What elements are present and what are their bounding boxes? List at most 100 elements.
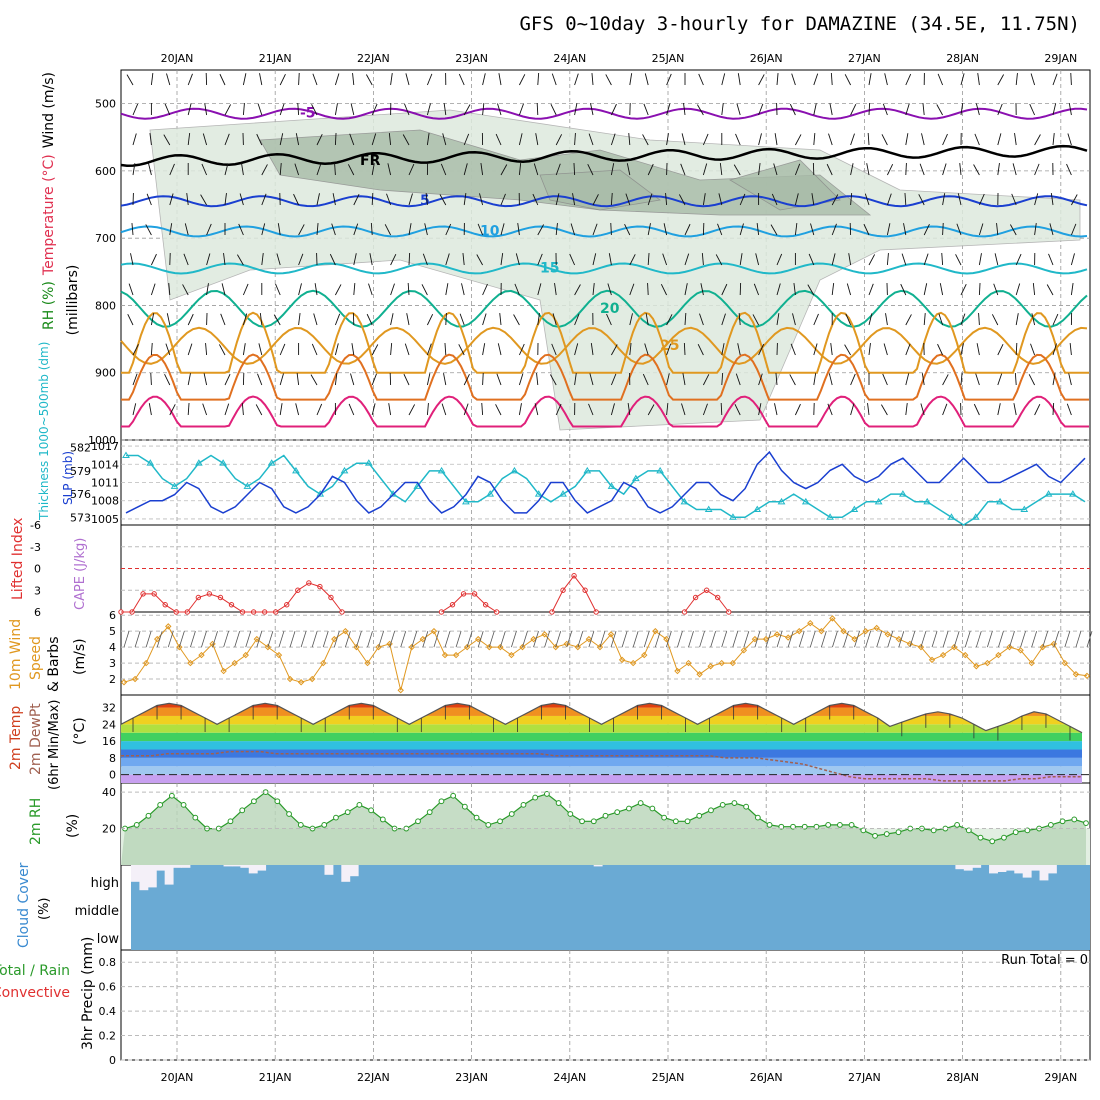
wind-barb-10m [665, 630, 672, 648]
wind-barb-10m [953, 630, 960, 648]
wind-barb [813, 133, 816, 146]
thickness-marker [801, 497, 810, 505]
wind-barb [959, 163, 962, 176]
wind-barb [644, 343, 649, 356]
wind-barb [242, 73, 247, 86]
thickness-marker [170, 482, 179, 489]
wind-barb [1015, 283, 1021, 296]
wind-speed-point [320, 659, 327, 667]
wind-barb [1009, 224, 1017, 236]
wind-barb-10m [455, 630, 462, 648]
wind-barb [371, 103, 378, 116]
wind-barb [1029, 103, 1036, 116]
precip-tick: 0 [109, 1054, 116, 1067]
wind-barb [884, 73, 888, 86]
slp-tick: 1011 [91, 477, 119, 490]
wind-barb [476, 254, 483, 266]
thickness-marker [753, 505, 762, 513]
thickness-marker [777, 497, 786, 505]
wind-speed-point [176, 643, 183, 651]
wind-barb [683, 103, 686, 116]
wind-barb [482, 283, 488, 296]
wind-barb [881, 404, 888, 416]
temp-bands [121, 703, 1082, 783]
wind-barb [242, 343, 246, 356]
wind-barb [550, 104, 557, 116]
wind-barb [1052, 73, 1058, 86]
wind-barb [733, 164, 741, 176]
wind-barb [960, 73, 965, 86]
wind-barb-10m [865, 630, 872, 648]
wind-barb [1070, 283, 1074, 296]
wind-barb [168, 283, 171, 296]
thickness-marker [219, 459, 227, 466]
wind-barb [666, 133, 669, 146]
wind-barb [662, 253, 668, 266]
wind-barb [960, 373, 963, 386]
cloud-level-label: low [97, 932, 120, 947]
wind-barb [224, 163, 229, 176]
pressure-tick: 500 [95, 98, 116, 111]
wind-barb [1070, 253, 1075, 266]
wind-barb [477, 223, 484, 236]
run-total-label: Run Total = 0 [1001, 953, 1088, 968]
rh-point [1059, 818, 1066, 825]
isotherm-line [120, 195, 1088, 208]
wind-barb [1014, 372, 1017, 386]
wind-barb-10m [300, 630, 307, 648]
wind-barb [221, 283, 226, 296]
wind-barb [498, 73, 502, 86]
slp-tick: 1005 [91, 513, 119, 526]
rh-point [508, 811, 515, 817]
wind-barb [353, 223, 359, 236]
wind-barb-10m [931, 630, 938, 648]
rh-point [895, 829, 902, 836]
wind-barb [298, 283, 302, 296]
wind-barb [957, 193, 962, 206]
wind-barb [900, 283, 907, 296]
cloud-gap [1014, 865, 1024, 874]
wind-barb [329, 253, 336, 266]
wind-barb-10m [466, 630, 473, 648]
wind-barb [445, 223, 452, 236]
wind-barb [811, 193, 815, 206]
wind-barb [237, 254, 244, 266]
cloud-gap [156, 865, 166, 871]
rh-point [661, 814, 667, 821]
wind-barb [588, 133, 594, 146]
rh-point [379, 816, 386, 823]
wind-barb-10m [123, 630, 130, 648]
wind-barb-10m [533, 630, 539, 648]
wind-barb-10m [643, 630, 650, 648]
wind-barb-10m [433, 630, 440, 648]
wind-barb [426, 314, 434, 326]
wind-barb [555, 134, 563, 146]
wind-barb [1052, 103, 1057, 116]
warm-contour [121, 353, 1089, 401]
wind-barb [187, 313, 194, 326]
wind-barb [978, 193, 985, 206]
wind-speed-point [1039, 643, 1046, 651]
wind-barb [206, 253, 211, 266]
wind-barb [739, 253, 743, 266]
wind-speed-point [198, 651, 205, 659]
thickness-marker [1020, 505, 1029, 513]
wind-barb [721, 343, 725, 356]
wind-barb [1070, 223, 1077, 236]
wind-barb [886, 253, 889, 266]
wind-barb [293, 193, 300, 206]
wind-barb [905, 403, 908, 416]
wind-barb [810, 223, 815, 236]
wind-speed-point [242, 651, 249, 659]
wind-barb [499, 313, 502, 326]
wind-barb [458, 344, 465, 356]
wind-speed-point [696, 671, 703, 678]
wind-barb [721, 103, 724, 116]
date-label-bottom: 27JAN [848, 1071, 881, 1084]
wind-barb-10m [278, 630, 285, 648]
wind-barb [384, 224, 392, 236]
wind-barb-10m [201, 630, 207, 648]
wind-speed-point [353, 643, 360, 651]
rh-point [532, 794, 539, 801]
wind-ylabel-4: (m/s) [72, 638, 88, 675]
